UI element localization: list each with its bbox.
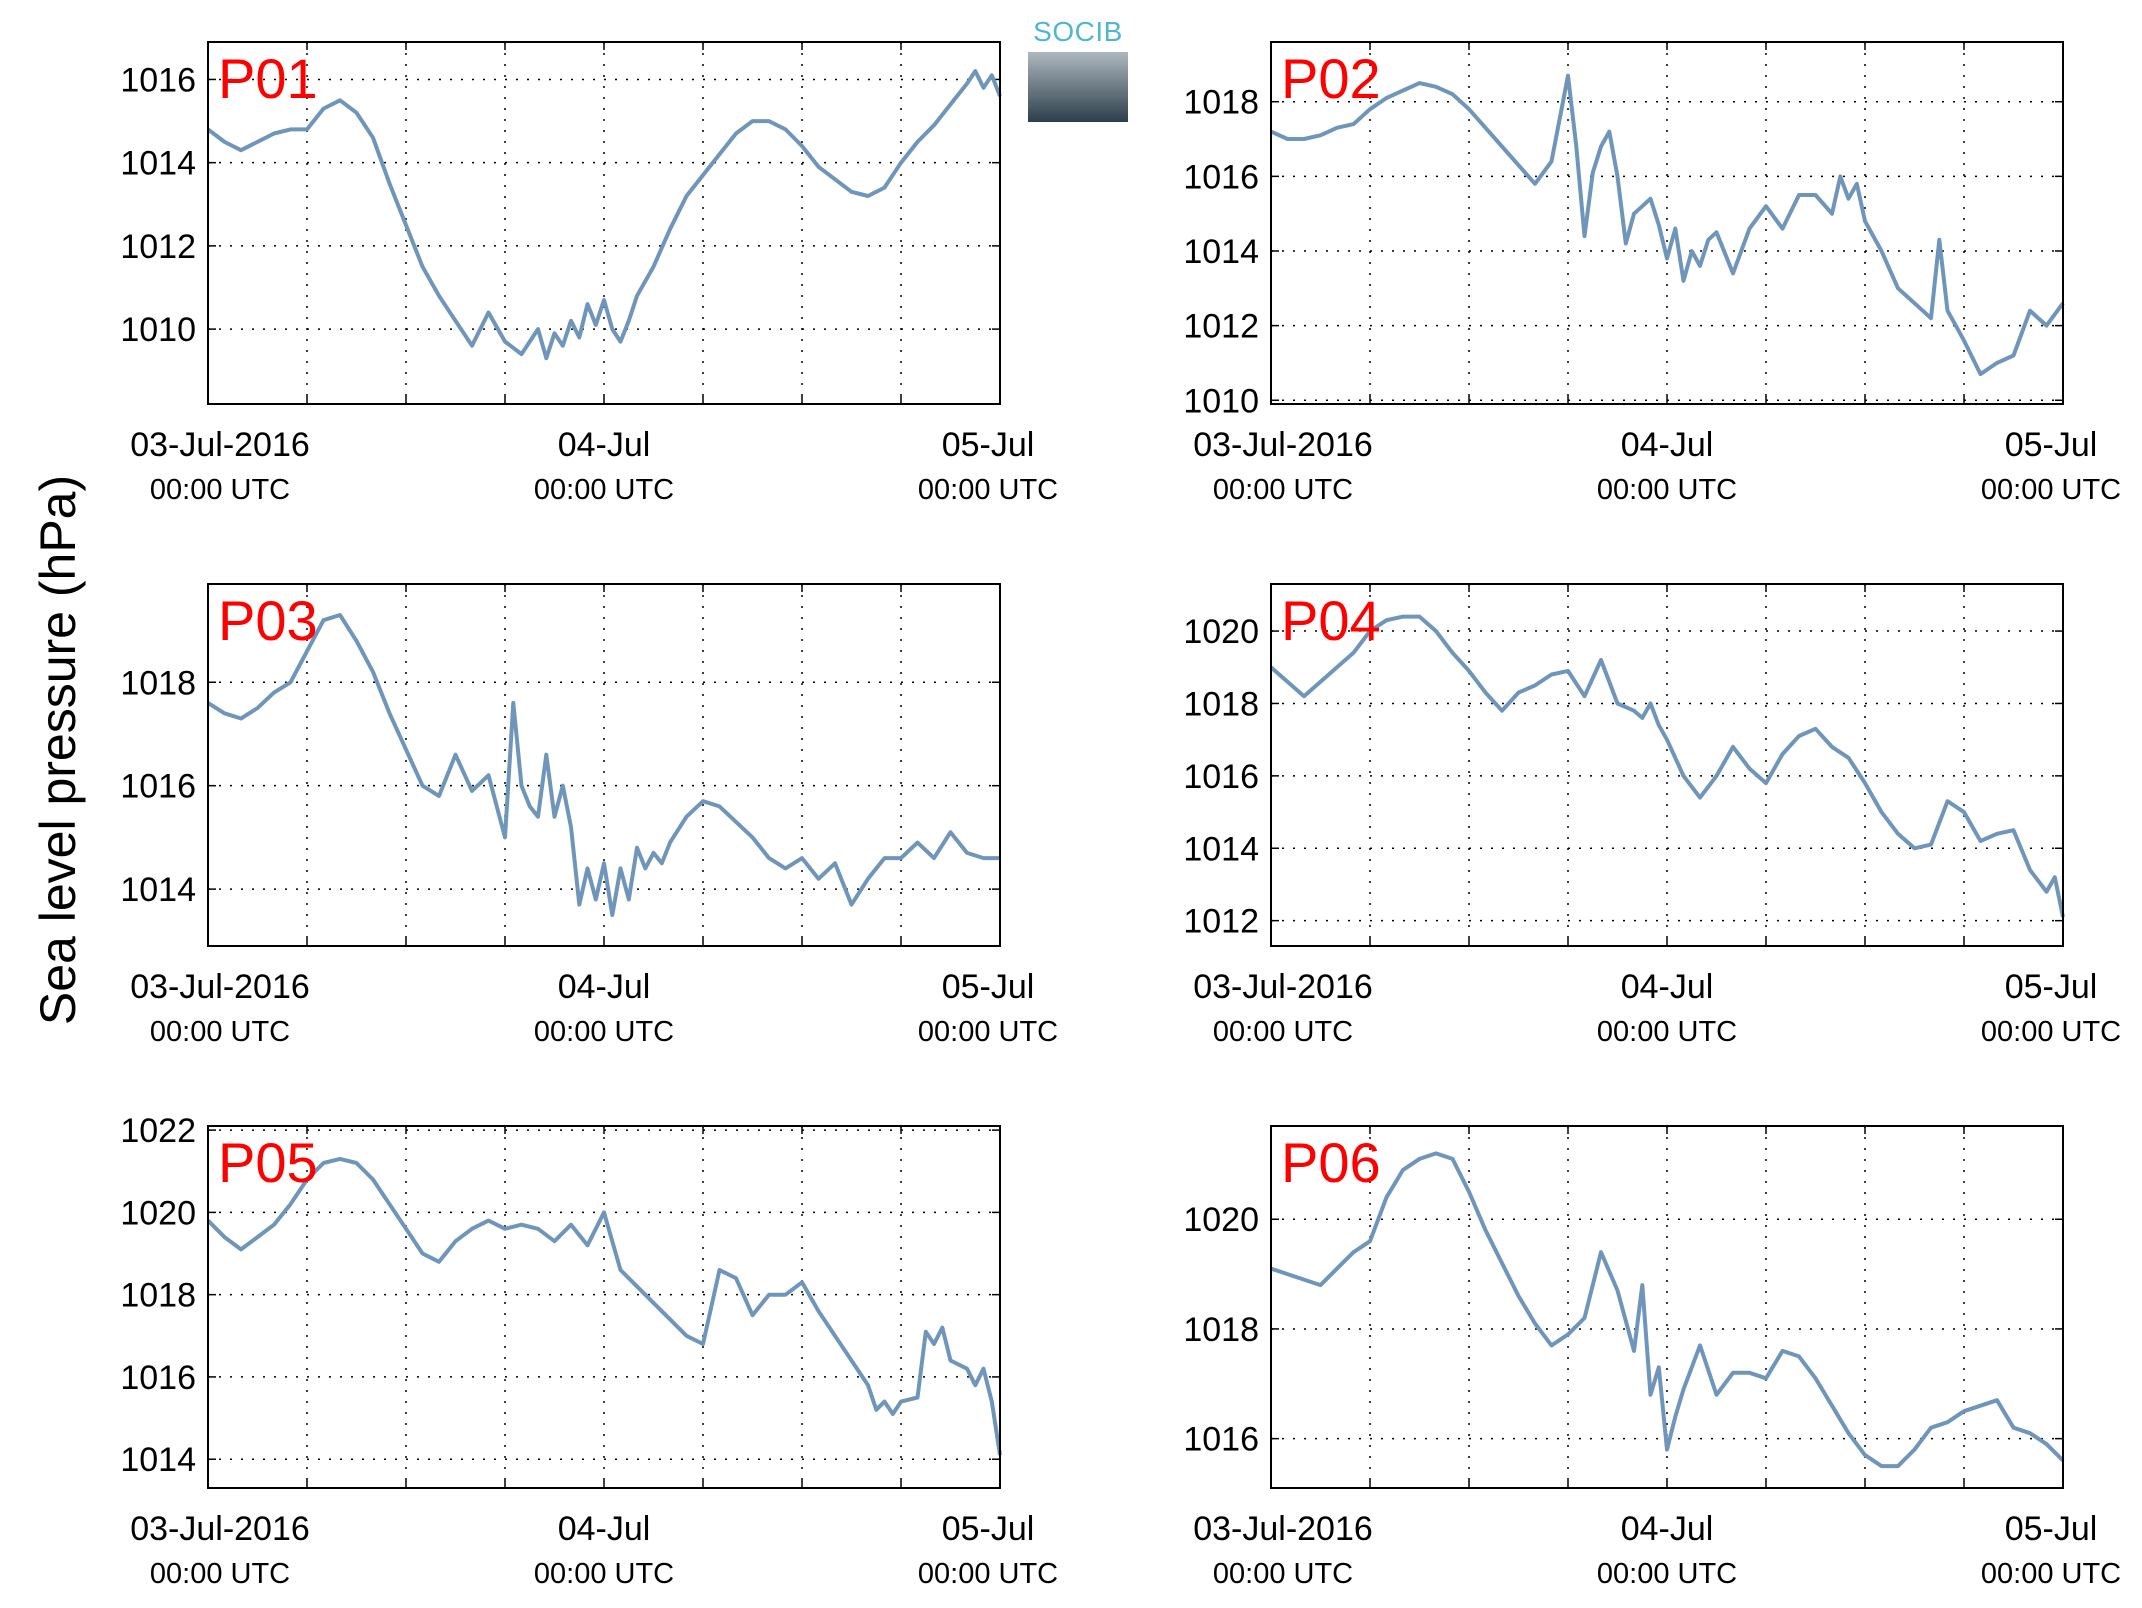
x-tick-label: 03-Jul-2016	[130, 1510, 310, 1548]
panel-p06: 1016 1018 1020 P06 03-Jul-2016 00:00 UTC 04-Ju…	[1183, 1125, 2121, 1590]
x-tick-label: 05-Jul	[2005, 426, 2098, 464]
x-tick-sublabel: 00:00 UTC	[1981, 474, 2121, 506]
series-line-p04	[1269, 614, 2065, 918]
panel-p02: 1010 1012 1014 1016 1018 P02 03-Jul-2016 00:00 …	[1183, 41, 2121, 506]
x-tick-label: 03-Jul-2016	[1193, 968, 1373, 1006]
x-tick-sublabel: 00:00 UTC	[534, 1558, 674, 1590]
x-tick-label: 04-Jul	[558, 426, 651, 464]
axes-frame	[207, 1125, 1001, 1489]
x-tick-sublabel: 00:00 UTC	[918, 1558, 1058, 1590]
x-tick-label: 03-Jul-2016	[1193, 426, 1373, 464]
x-tick-label: 03-Jul-2016	[1193, 1510, 1373, 1548]
panel-p04: 1012 1014 1016 1018 1020 P04 03-Jul-2016 00:00 …	[1183, 583, 2121, 1048]
x-tick-sublabel: 00:00 UTC	[918, 474, 1058, 506]
y-tick-label: 1018	[120, 1277, 196, 1315]
y-tick-label: 1016	[120, 61, 196, 99]
x-tick-label: 03-Jul-2016	[130, 968, 310, 1006]
logo-text: SOCIB	[1033, 16, 1123, 47]
axes-frame	[1270, 1125, 2064, 1489]
socib-logo: SOCIB	[1028, 16, 1128, 122]
y-tick-label: 1016	[1183, 758, 1259, 796]
x-tick-sublabel: 00:00 UTC	[918, 1016, 1058, 1048]
y-tick-label: 1016	[1183, 1421, 1259, 1459]
axes-frame	[1270, 583, 2064, 947]
y-tick-label: 1016	[120, 1359, 196, 1397]
x-tick-sublabel: 00:00 UTC	[1597, 474, 1737, 506]
x-tick-label: 05-Jul	[2005, 1510, 2098, 1548]
y-tick-label: 1016	[120, 768, 196, 806]
x-tick-sublabel: 00:00 UTC	[534, 474, 674, 506]
x-tick-sublabel: 00:00 UTC	[150, 1016, 290, 1048]
y-tick-label: 1018	[1183, 1311, 1259, 1349]
y-tick-label: 1014	[120, 1441, 196, 1479]
y-tick-label: 1010	[120, 311, 196, 349]
x-tick-sublabel: 00:00 UTC	[534, 1016, 674, 1048]
axes-frame	[207, 583, 1001, 947]
y-tick-label: 1014	[1183, 233, 1259, 271]
y-tick-label: 1012	[1183, 308, 1259, 346]
x-tick-label: 04-Jul	[1621, 968, 1714, 1006]
y-tick-label: 1014	[1183, 830, 1259, 868]
panel-label: P06	[1281, 1131, 1381, 1194]
x-tick-sublabel: 00:00 UTC	[1597, 1558, 1737, 1590]
x-tick-label: 05-Jul	[942, 426, 1035, 464]
x-tick-label: 04-Jul	[1621, 426, 1714, 464]
series-line-p03	[206, 613, 1000, 917]
panel-p01: 1010 1012 1014 1016 P01 03-Jul-2016 00:00 UTC 0…	[120, 41, 1058, 506]
y-tick-label: 1012	[1183, 903, 1259, 941]
x-tick-sublabel: 00:00 UTC	[150, 474, 290, 506]
y-tick-label: 1018	[1183, 84, 1259, 122]
y-tick-label: 1010	[1183, 382, 1259, 420]
panel-label: P02	[1281, 47, 1381, 110]
series-line-p01	[206, 69, 1002, 361]
panel-label: P05	[218, 1131, 318, 1194]
y-tick-label: 1020	[1183, 613, 1259, 651]
panel-p03: 1014 1016 1018 P03 03-Jul-2016 00:00 UTC 04-Ju…	[120, 583, 1058, 1048]
x-tick-label: 05-Jul	[942, 968, 1035, 1006]
panel-label: P04	[1281, 589, 1381, 652]
y-tick-label: 1020	[1183, 1201, 1259, 1239]
x-tick-label: 05-Jul	[942, 1510, 1035, 1548]
x-tick-label: 04-Jul	[558, 1510, 651, 1548]
x-tick-sublabel: 00:00 UTC	[1981, 1016, 2121, 1048]
y-tick-label: 1012	[120, 228, 196, 266]
x-tick-sublabel: 00:00 UTC	[150, 1558, 290, 1590]
x-tick-label: 04-Jul	[558, 968, 651, 1006]
x-tick-label: 03-Jul-2016	[130, 426, 310, 464]
series-line-p06	[1270, 1151, 2065, 1469]
axes-frame	[1270, 41, 2064, 405]
y-tick-label: 1018	[120, 664, 196, 702]
x-tick-label: 04-Jul	[1621, 1510, 1714, 1548]
y-tick-label: 1016	[1183, 158, 1259, 196]
logo-box	[1028, 52, 1128, 122]
y-tick-label: 1014	[120, 871, 196, 909]
y-tick-label: 1018	[1183, 685, 1259, 723]
y-tick-label: 1014	[120, 145, 196, 183]
series-line-p05	[206, 1156, 1002, 1456]
x-tick-sublabel: 00:00 UTC	[1213, 474, 1353, 506]
x-tick-sublabel: 00:00 UTC	[1981, 1558, 2121, 1590]
y-tick-label: 1022	[120, 1112, 196, 1150]
axes-frame	[207, 41, 1001, 405]
x-tick-sublabel: 00:00 UTC	[1597, 1016, 1737, 1048]
panel-p05: 1014 1016 1018 1020 1022 P05 03-Jul-2016 00:00 …	[120, 1112, 1058, 1590]
x-tick-label: 05-Jul	[2005, 968, 2098, 1006]
y-tick-label: 1020	[120, 1194, 196, 1232]
series-line-p02	[1270, 73, 2065, 377]
x-tick-sublabel: 00:00 UTC	[1213, 1016, 1353, 1048]
panel-label: P03	[218, 589, 318, 652]
x-tick-sublabel: 00:00 UTC	[1213, 1558, 1353, 1590]
panel-label: P01	[218, 47, 318, 110]
